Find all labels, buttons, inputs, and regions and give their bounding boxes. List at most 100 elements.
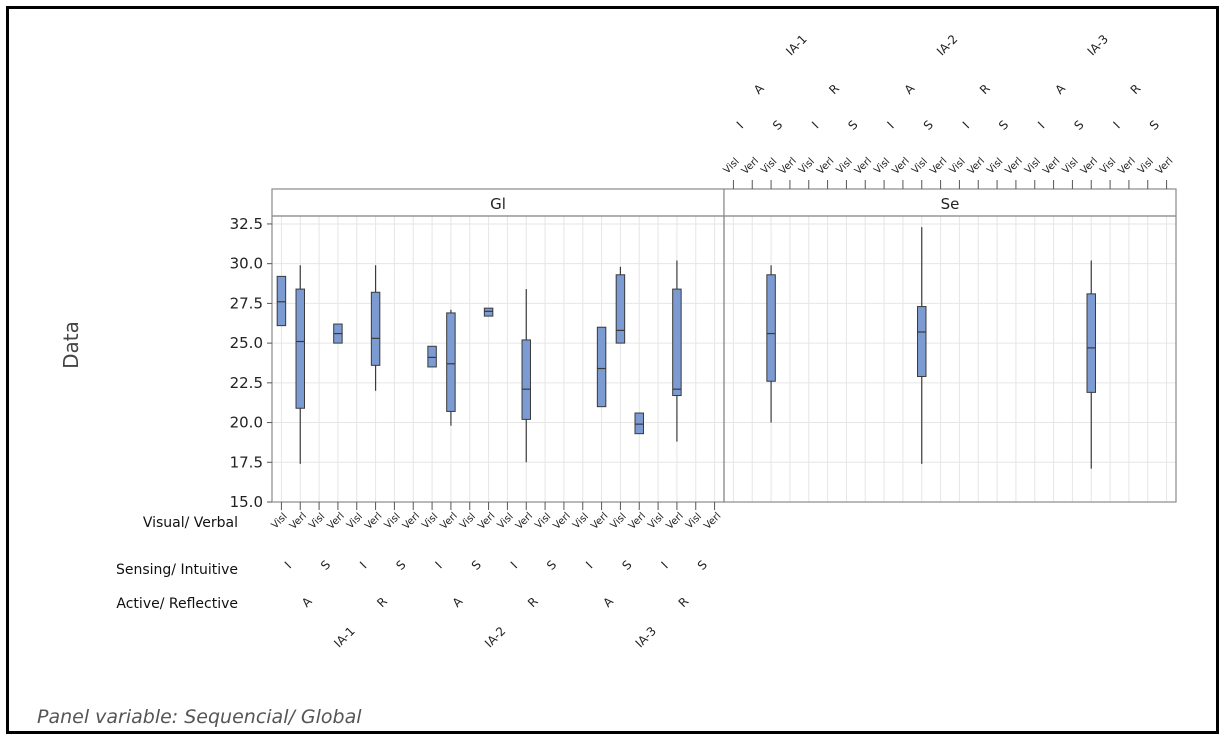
chart-frame <box>6 6 1219 734</box>
box-iqr <box>483 307 494 317</box>
panel-border-se <box>723 215 1177 503</box>
sensing-intuitive-level: I <box>809 119 821 131</box>
visual-verbal-level: Visl <box>759 156 779 176</box>
box-se-ia-3-a-s-1 <box>1086 260 1096 469</box>
box-layer <box>276 227 1096 469</box>
active-reflective-level: A <box>902 81 918 97</box>
visual-verbal-level: Verl <box>1079 156 1100 177</box>
sensing-intuitive-level: I <box>508 559 520 571</box>
group-level: IA-2 <box>934 32 960 58</box>
active-reflective-level: R <box>374 594 390 610</box>
box-gl-ia-1-a-i-1 <box>295 265 305 464</box>
active-reflective-level: A <box>1052 81 1068 97</box>
active-reflective-level: R <box>1128 81 1144 97</box>
visual-verbal-level: Verl <box>589 511 610 532</box>
y-tick-label: 20.0 <box>230 414 263 432</box>
visual-verbal-level: Verl <box>1004 156 1025 177</box>
y-tick-label: 15.0 <box>230 493 263 511</box>
visual-verbal-level: Verl <box>1041 156 1062 177</box>
box-gl-ia-2-a-i-0 <box>427 345 437 368</box>
visual-verbal-level: Visl <box>646 511 666 531</box>
box-se-ia-1-a-s-0 <box>766 265 776 423</box>
sensing-intuitive-level: S <box>1071 118 1086 133</box>
visual-verbal-level: Verl <box>702 511 723 532</box>
visual-verbal-level: Verl <box>401 511 422 532</box>
visual-verbal-level: Verl <box>514 511 535 532</box>
visual-verbal-level: Visl <box>948 156 968 176</box>
sensing-intuitive-level: I <box>432 559 444 571</box>
visual-verbal-level: Verl <box>552 511 573 532</box>
active-reflective-level: A <box>600 594 616 610</box>
visual-verbal-level: Verl <box>928 156 949 177</box>
box-iqr <box>276 275 287 327</box>
panel-title-gl: Gl <box>490 195 506 213</box>
box-iqr <box>917 306 927 377</box>
box-iqr <box>521 339 531 420</box>
visual-verbal-level: Visl <box>797 156 817 176</box>
visual-verbal-level: Visl <box>571 511 591 531</box>
visual-verbal-level: Verl <box>665 511 686 532</box>
visual-verbal-level: Visl <box>496 511 516 531</box>
y-tick-label: 32.5 <box>230 215 263 233</box>
group-level: IA-2 <box>482 624 508 650</box>
visual-verbal-level: Visl <box>1023 156 1043 176</box>
visual-verbal-level: Visl <box>270 511 290 531</box>
box-gl-ia-2-a-s-1 <box>483 307 494 317</box>
y-tick-label: 17.5 <box>230 453 263 471</box>
visual-verbal-level: Visl <box>307 511 327 531</box>
box-iqr <box>446 312 456 412</box>
sensing-intuitive-level: I <box>583 559 595 571</box>
box-iqr <box>295 288 305 409</box>
sensing-intuitive-level: S <box>845 118 860 133</box>
visual-verbal-level: Visl <box>722 156 742 176</box>
y-tick-label: 25.0 <box>230 334 263 352</box>
visual-verbal-level: Visl <box>533 511 553 531</box>
sensing-intuitive-level: I <box>357 559 369 571</box>
box-gl-ia-3-a-i-1 <box>596 326 607 408</box>
panel-layer: Gl Se <box>271 188 1177 503</box>
visual-verbal-level: Visl <box>609 511 629 531</box>
sensing-intuitive-level: I <box>658 559 670 571</box>
panel-border-gl <box>271 215 725 503</box>
box-gl-ia-3-a-s-0 <box>615 266 626 344</box>
sensing-intuitive-level: S <box>996 118 1011 133</box>
visual-verbal-level: Visl <box>345 511 365 531</box>
visual-verbal-level: Visl <box>420 511 440 531</box>
sensing-intuitive-level: S <box>318 558 333 573</box>
group-level: IA-1 <box>331 624 357 650</box>
box-iqr <box>615 274 626 344</box>
sensing-intuitive-level: S <box>393 558 408 573</box>
visual-verbal-level: Visl <box>985 156 1005 176</box>
visual-verbal-level: Verl <box>740 156 761 177</box>
active-reflective-level: A <box>299 594 315 610</box>
active-reflective-level: R <box>525 594 541 610</box>
visual-verbal-level: Verl <box>627 511 648 532</box>
visual-verbal-level: Visl <box>684 511 704 531</box>
sensing-intuitive-level: S <box>695 558 710 573</box>
panel-title-se: Se <box>941 195 960 213</box>
visual-verbal-level: Verl <box>815 156 836 177</box>
visual-verbal-level: Visl <box>872 156 892 176</box>
y-tick-label: 27.5 <box>230 294 263 312</box>
sensing-intuitive-level: I <box>282 559 294 571</box>
visual-verbal-level: Visl <box>1098 156 1118 176</box>
group-level: IA-3 <box>1085 32 1111 58</box>
visual-verbal-level: Verl <box>1117 156 1138 177</box>
box-gl-ia-3-a-s-1 <box>634 412 644 435</box>
visual-verbal-level: Verl <box>1154 156 1175 177</box>
visual-verbal-level: Visl <box>458 511 478 531</box>
sensing-intuitive-level: I <box>734 119 746 131</box>
box-gl-ia-1-r-i-1 <box>370 265 381 391</box>
row-label-active-reflective: Active/ Reflective <box>116 596 238 612</box>
box-iqr <box>672 288 682 397</box>
active-reflective-level: A <box>751 81 767 97</box>
box-gl-ia-2-r-i-1 <box>521 289 531 463</box>
visual-verbal-level: Visl <box>910 156 930 176</box>
sensing-intuitive-level: S <box>770 118 785 133</box>
active-reflective-level: R <box>977 81 993 97</box>
sensing-intuitive-level: S <box>1147 118 1162 133</box>
visual-verbal-level: Verl <box>476 511 497 532</box>
box-iqr <box>596 326 607 408</box>
box-gl-ia-1-a-s-1 <box>333 323 343 344</box>
